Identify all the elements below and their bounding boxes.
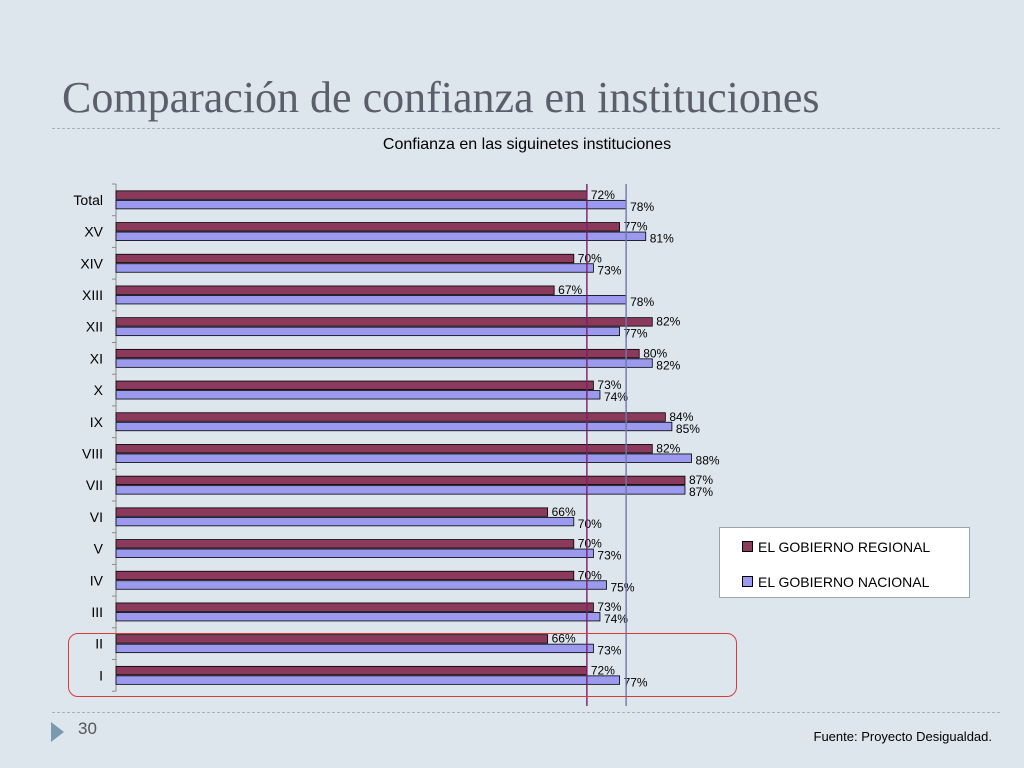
slide-number: 30 [78,719,97,738]
slide-title: Comparación de confianza en institucione… [62,73,820,122]
bar-nacional [115,580,607,590]
category-label: Total [73,192,103,208]
bar-regional [115,348,640,359]
data-label: 82% [656,441,680,455]
bar-regional [115,539,575,549]
data-label: 72% [591,188,615,202]
data-label: 66% [552,632,576,646]
bar-regional [115,602,594,612]
data-label: 81% [650,232,674,246]
title-divider [52,128,1000,129]
data-label: 82% [656,358,680,372]
category-label: V [94,541,104,557]
bar-nacional [115,453,692,463]
footer-divider [52,712,1000,713]
bar-nacional [115,643,594,654]
category-label: IV [90,572,104,588]
bar-regional [115,412,666,422]
legend-label-nacional: EL GOBIERNO NACIONAL [758,574,930,590]
category-label: XIV [80,255,103,271]
bar-regional [115,380,594,390]
bar-regional [115,570,575,581]
data-label: 77% [624,327,648,341]
data-label: 73% [597,644,621,658]
data-label: 82% [656,315,680,329]
category-label: XII [86,319,103,335]
bar-regional [115,317,653,327]
data-label: 73% [597,263,621,277]
data-label: 77% [624,220,648,234]
slide-arrow-icon [51,722,64,742]
data-label: 73% [597,378,621,392]
data-label: 88% [696,453,720,467]
data-label: 74% [604,612,628,626]
category-label: VIII [82,445,103,461]
bar-nacional [115,263,594,273]
category-label: VII [86,477,103,493]
legend-swatch-nacional [742,576,753,587]
bar-nacional [115,358,653,368]
legend-label-regional: EL GOBIERNO REGIONAL [758,539,931,555]
bar-nacional [115,390,601,400]
bar-nacional [115,485,686,495]
legend-swatch-regional [742,541,753,552]
data-label: 75% [611,580,635,594]
category-label: X [94,382,104,398]
chart-title: Confianza en las siguinetes institucione… [382,136,672,153]
bar-regional [115,222,620,232]
data-label: 78% [630,200,654,214]
bar-nacional [115,612,601,622]
legend-item-regional: EL GOBIERNO REGIONAL [742,539,930,555]
data-label: 67% [558,283,582,297]
category-label: II [95,636,103,652]
source-note: Fuente: Proyecto Desigualdad. [813,729,993,744]
data-label: 73% [597,600,621,614]
chart-legend: EL GOBIERNO REGIONAL EL GOBIERNO NACIONA… [719,527,970,598]
bar-nacional [115,675,620,685]
category-label: III [91,604,103,620]
data-label: 70% [578,568,602,582]
bar-regional [115,475,686,486]
legend-item-nacional: EL GOBIERNO NACIONAL [742,574,929,590]
data-label: 80% [643,346,667,360]
data-label: 70% [578,537,602,551]
bar-regional [115,190,588,200]
category-label: XV [84,224,103,240]
bar-nacional [115,295,627,305]
data-label: 78% [630,295,654,309]
bar-regional [115,444,653,454]
bar-regional [115,253,575,264]
data-label: 84% [669,410,693,424]
data-label: 66% [552,505,576,519]
data-label: 74% [604,390,628,404]
bar-regional [115,634,549,644]
bar-nacional [115,231,647,241]
category-label: XIII [82,287,103,303]
bar-nacional [115,199,627,210]
bar-nacional [115,548,594,558]
data-label: 70% [578,517,602,531]
data-label: 87% [689,473,713,487]
category-label: XI [90,350,103,366]
data-label: 85% [676,422,700,436]
bar-regional [115,507,549,517]
bar-nacional [115,326,620,337]
bar-nacional [115,516,575,527]
category-label: I [99,667,103,683]
category-label: IX [90,414,104,430]
highlight-box [68,633,737,697]
data-label: 72% [591,663,615,677]
data-label: 87% [689,485,713,499]
data-label: 70% [578,251,602,265]
bar-nacional [115,421,673,432]
bar-regional [115,285,555,295]
category-label: VI [90,509,103,525]
data-label: 77% [624,675,648,689]
data-label: 73% [597,549,621,563]
